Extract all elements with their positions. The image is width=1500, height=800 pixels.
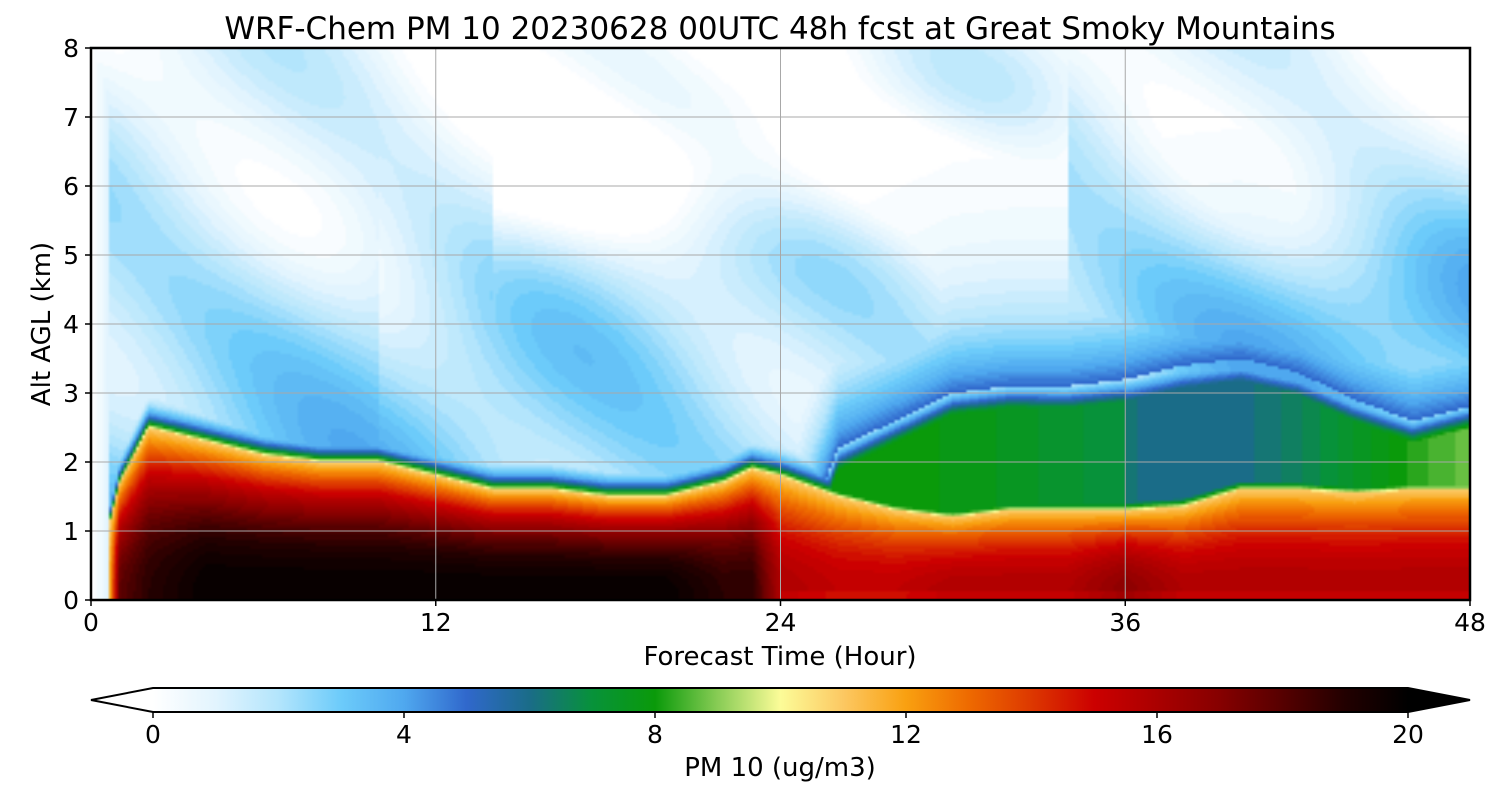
colorbar-label: PM 10 (ug/m3): [684, 753, 876, 783]
y-tick-label: 8: [63, 34, 79, 63]
colorbar-tick-label: 20: [1392, 720, 1424, 749]
x-tick-label: 0: [83, 608, 99, 637]
y-tick-label: 1: [63, 517, 79, 546]
x-tick-label: 24: [765, 608, 797, 637]
y-tick-label: 7: [63, 103, 79, 132]
x-tick-label: 48: [1454, 608, 1486, 637]
colorbar-low-extend: [91, 688, 153, 712]
y-axis-label: Alt AGL (km): [27, 242, 57, 406]
colorbar: 0 4 8 12 16 20 PM 10 (ug/m3): [90, 687, 1471, 783]
colorbar-body: [153, 688, 1408, 712]
y-tick-label: 0: [63, 586, 79, 615]
y-tick-label: 2: [63, 448, 79, 477]
y-tick-label: 4: [63, 310, 79, 339]
grid: [91, 48, 1470, 600]
colorbar-tick-label: 0: [145, 720, 161, 749]
y-tick-label: 5: [63, 241, 79, 270]
y-axis-ticks: 0 1 2 3 4 5 6 7 8: [63, 34, 91, 615]
colorbar-tick-label: 8: [647, 720, 663, 749]
colorbar-tick-label: 12: [890, 720, 922, 749]
x-axis-label: Forecast Time (Hour): [643, 642, 916, 672]
chart-title: WRF-Chem PM 10 20230628 00UTC 48h fcst a…: [224, 11, 1335, 47]
x-tick-label: 12: [420, 608, 452, 637]
x-tick-label: 36: [1109, 608, 1141, 637]
colorbar-tick-label: 16: [1141, 720, 1173, 749]
y-tick-label: 3: [63, 379, 79, 408]
colorbar-high-extend: [1408, 688, 1470, 712]
x-axis-ticks: 0 12 24 36 48: [83, 600, 1486, 637]
colorbar-tick-label: 4: [396, 720, 412, 749]
colorbar-ticks: 0 4 8 12 16 20: [145, 712, 1424, 749]
y-tick-label: 6: [63, 172, 79, 201]
